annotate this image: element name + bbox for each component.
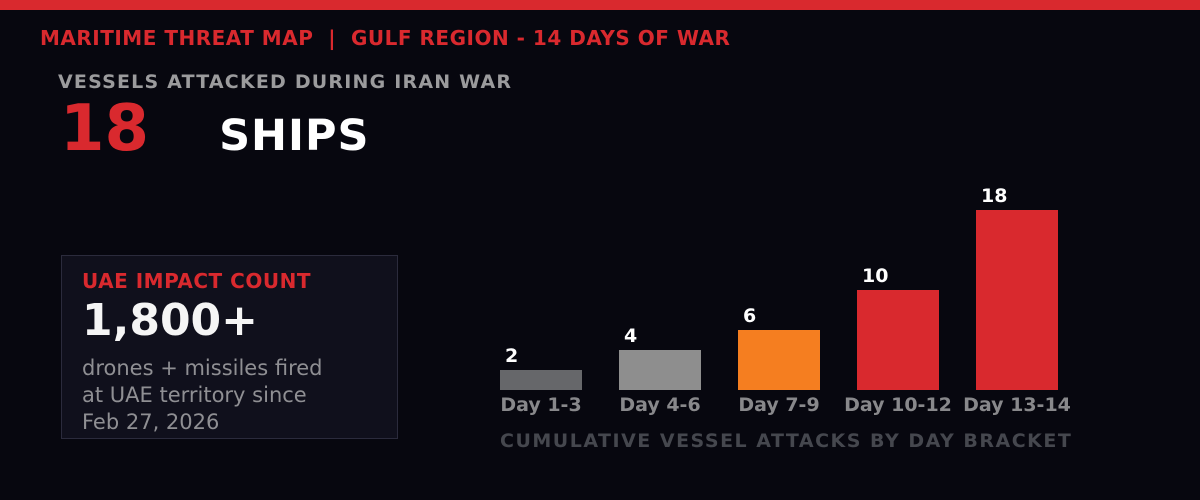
bar-group: 6 Day 7-9 — [738, 186, 820, 418]
uae-impact-panel: UAE IMPACT COUNT 1,800+ drones + missile… — [61, 255, 398, 439]
bar — [619, 350, 701, 390]
bar-category-label: Day 7-9 — [738, 394, 820, 416]
bar-group: 4 Day 4-6 — [619, 186, 701, 418]
ships-attacked-count: 18 — [60, 92, 150, 166]
bar-group: 18 Day 13-14 — [963, 185, 1071, 418]
bar-category-label: Day 13-14 — [963, 394, 1071, 416]
bar — [857, 290, 939, 390]
impact-count-value: 1,800+ — [82, 295, 259, 346]
bar-value-label: 10 — [862, 265, 889, 287]
bar-value-label: 6 — [743, 305, 757, 327]
bar-chart: 2 Day 1-3 4 Day 4-6 6 Day 7-9 10 Day 10-12 18 Day… — [500, 185, 1071, 418]
top-accent-bar — [0, 0, 1200, 10]
impact-description-line: Feb 27, 2026 — [82, 410, 220, 435]
chart-caption: CUMULATIVE VESSEL ATTACKS BY DAY BRACKET — [500, 430, 1073, 452]
impact-description: drones + missiles fired at UAE territory… — [82, 355, 377, 437]
page-title: MARITIME THREAT MAP | GULF REGION - 14 D… — [40, 26, 731, 50]
bar-group: 2 Day 1-3 — [500, 186, 582, 418]
bar-group: 10 Day 10-12 — [844, 186, 952, 418]
ships-attacked-unit: SHIPS — [219, 111, 370, 161]
bar — [500, 370, 582, 390]
bar-value-label: 18 — [981, 185, 1008, 207]
impact-description-line: drones + missiles fired — [82, 355, 323, 380]
bar-value-label: 2 — [505, 345, 519, 367]
bar-value-label: 4 — [624, 325, 638, 347]
bar — [976, 210, 1058, 390]
bar-category-label: Day 4-6 — [619, 394, 701, 416]
headline-label: VESSELS ATTACKED DURING IRAN WAR — [58, 71, 513, 93]
bar-category-label: Day 1-3 — [500, 394, 582, 416]
impact-panel-title: UAE IMPACT COUNT — [82, 269, 311, 293]
impact-description-line: at UAE territory since — [82, 382, 307, 407]
bar — [738, 330, 820, 390]
bar-category-label: Day 10-12 — [844, 394, 952, 416]
headline-stat: 18 SHIPS — [60, 97, 370, 161]
